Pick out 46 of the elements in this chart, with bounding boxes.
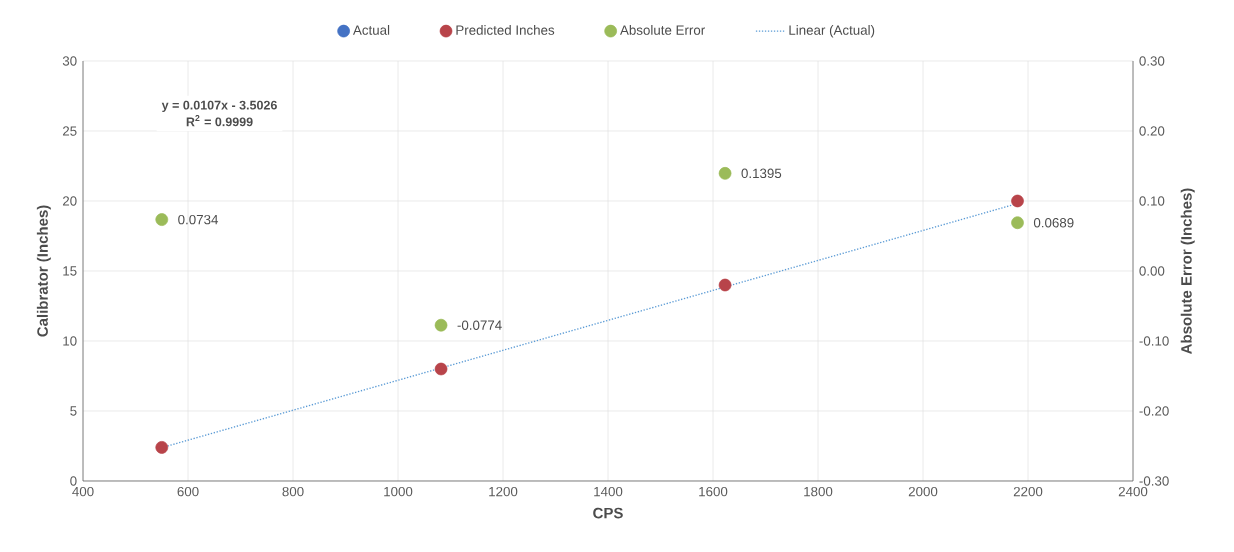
y-tick-label: 0 <box>70 476 77 486</box>
data-label: 0.1395 <box>741 168 782 179</box>
x-axis-title: CPS <box>593 507 623 519</box>
x-tick-label: 1600 <box>699 486 728 497</box>
point <box>155 441 169 454</box>
x-tick-label: 1000 <box>384 486 413 497</box>
x-tick-label: 800 <box>282 486 304 497</box>
point <box>1011 216 1024 230</box>
data-label: 0.0734 <box>178 214 219 225</box>
y-axis-title: Calibrator (Inches) <box>36 205 51 337</box>
y-tick-label: 20 <box>62 196 77 206</box>
point <box>1011 194 1024 208</box>
data-label: 0.0689 <box>1033 218 1074 228</box>
point <box>434 318 448 332</box>
x-tick-label: 1800 <box>804 486 833 497</box>
legend-label: Linear (Actual) <box>789 25 875 38</box>
point <box>155 213 169 226</box>
y2-axis-title: Absolute Error (Inches) <box>1180 188 1195 354</box>
point <box>718 278 732 292</box>
point <box>434 362 448 376</box>
y2-tick-label: -0.20 <box>1139 406 1169 416</box>
y-tick-label: 5 <box>70 406 77 416</box>
y-tick-label: 10 <box>63 336 77 346</box>
x-tick-label: 1200 <box>489 486 518 497</box>
y-tick-label: 15 <box>63 266 77 276</box>
y2-tick-label: -0.30 <box>1139 476 1169 486</box>
x-tick-label: 2200 <box>1013 486 1043 497</box>
legend-label: Predicted Inches <box>456 25 555 35</box>
x-tick-label: 2000 <box>908 486 938 497</box>
data-label: -0.0774 <box>457 320 502 330</box>
y2-tick-label: 0.20 <box>1139 126 1165 136</box>
y2-tick-label: 0.10 <box>1139 196 1165 206</box>
y2-tick-label: 0.00 <box>1139 266 1165 276</box>
x-tick-label: 1400 <box>594 486 623 497</box>
point <box>718 167 732 180</box>
legend-label: Actual <box>352 25 390 35</box>
x-tick-label: 2400 <box>1118 486 1148 497</box>
y2-tick-label: 0.30 <box>1139 56 1165 66</box>
annotation: y = 0.0107x - 3.5026 <box>161 100 277 113</box>
y-tick-label: 25 <box>62 126 77 136</box>
x-tick-label: 400 <box>72 486 94 497</box>
legend-label: Absolute Error <box>620 25 705 35</box>
x-tick-label: 600 <box>177 486 199 497</box>
annotation: R$^{2}$ = 0.9999 <box>186 114 253 127</box>
y-tick-label: 30 <box>62 56 77 66</box>
y2-tick-label: -0.10 <box>1139 336 1169 346</box>
